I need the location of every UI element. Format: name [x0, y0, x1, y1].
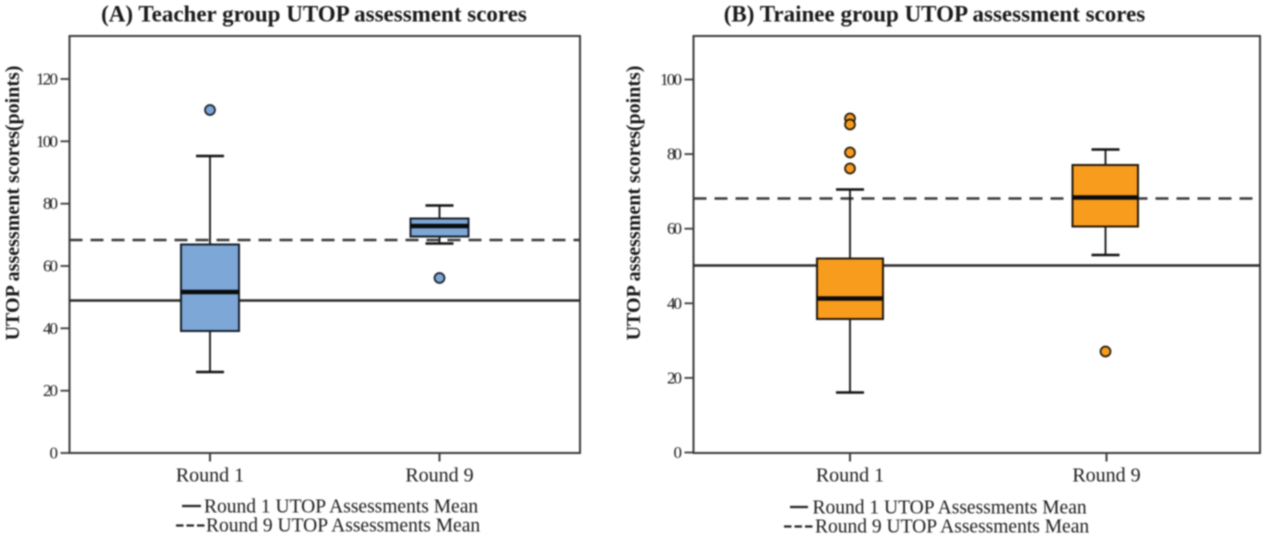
svg-text:Round 1: Round 1	[816, 465, 884, 487]
svg-text:80: 80	[43, 194, 58, 213]
svg-text:0: 0	[50, 444, 59, 463]
svg-text:80: 80	[667, 145, 682, 164]
svg-text:UTOP assessment scores(points): UTOP assessment scores(points)	[2, 66, 24, 341]
svg-text:20: 20	[43, 381, 58, 400]
svg-text:40: 40	[43, 319, 58, 338]
svg-text:Round 9 UTOP Assessments Mean: Round 9 UTOP Assessments Mean	[206, 516, 480, 534]
svg-text:UTOP assessment scores(points): UTOP assessment scores(points)	[623, 66, 645, 341]
svg-text:(B) Trainee group UTOP assessm: (B) Trainee group UTOP assessment scores	[724, 2, 1146, 27]
svg-text:Round 9: Round 9	[405, 465, 473, 487]
svg-text:40: 40	[667, 294, 682, 313]
svg-text:60: 60	[43, 257, 58, 276]
svg-text:100: 100	[660, 70, 682, 89]
svg-text:Round 1 UTOP Assessments Mean: Round 1 UTOP Assessments Mean	[813, 498, 1087, 519]
svg-text:Round 1: Round 1	[176, 465, 244, 487]
svg-text:20: 20	[667, 368, 682, 387]
svg-text:60: 60	[667, 219, 682, 238]
svg-text:(A) Teacher group UTOP assessm: (A) Teacher group UTOP assessment scores	[101, 2, 527, 27]
svg-text:120: 120	[36, 70, 58, 89]
svg-text:Round 9 UTOP Assessments Mean: Round 9 UTOP Assessments Mean	[815, 517, 1089, 534]
svg-text:100: 100	[36, 132, 58, 151]
svg-text:0: 0	[674, 443, 683, 462]
svg-text:Round 9: Round 9	[1072, 465, 1140, 487]
svg-text:Round 1 UTOP Assessments Mean: Round 1 UTOP Assessments Mean	[204, 497, 478, 518]
